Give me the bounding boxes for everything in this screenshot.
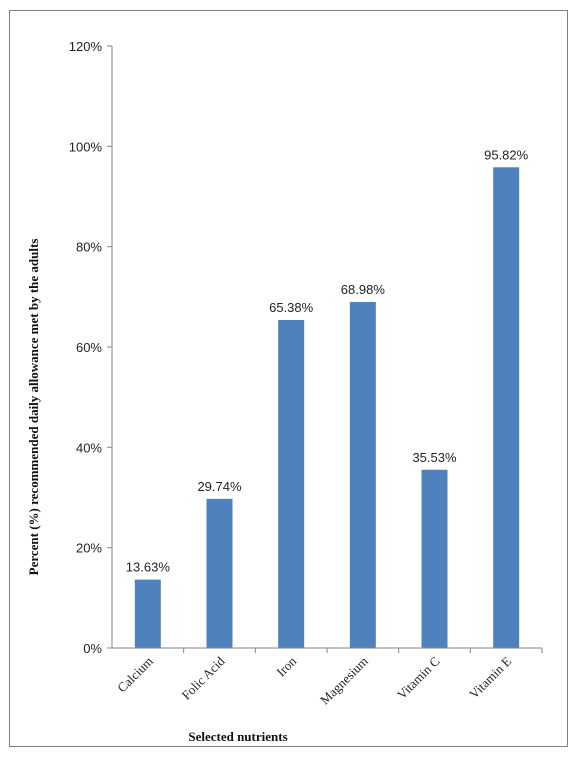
- bars: [134, 167, 520, 649]
- y-tick-label: 100%: [69, 139, 103, 154]
- category-label: Vitamin C: [394, 654, 443, 703]
- y-axis: 0% 20% 40% 60% 80% 100% 120%: [69, 39, 113, 656]
- data-label: 95.82%: [484, 147, 529, 162]
- category-label: Folic Acid: [178, 653, 228, 703]
- data-label: 65.38%: [269, 300, 314, 315]
- bar: [134, 579, 161, 648]
- data-label: 13.63%: [126, 560, 171, 575]
- y-tick-label: 0%: [83, 641, 102, 656]
- y-tick-label: 120%: [69, 39, 103, 54]
- category-label: Magnesium: [317, 654, 371, 708]
- bar: [421, 469, 448, 648]
- bar: [206, 498, 233, 648]
- data-label: 68.98%: [341, 282, 386, 297]
- bar: [278, 320, 305, 648]
- data-labels: 13.63% 29.74% 65.38% 68.98% 35.53% 95.82%: [126, 147, 529, 574]
- x-axis-title: Selected nutrients: [188, 729, 287, 744]
- y-tick-label: 60%: [76, 340, 102, 355]
- category-label: Calcium: [114, 654, 156, 696]
- data-label: 35.53%: [412, 450, 457, 465]
- x-axis: Calcium Folic Acid Iron Magnesium Vitamin C V…: [112, 647, 543, 708]
- y-axis-title: Percent (%) recommended daily allowance …: [26, 239, 41, 576]
- bar: [493, 167, 520, 649]
- category-label: Vitamin E: [466, 653, 514, 701]
- category-label: Iron: [273, 653, 299, 679]
- data-label: 29.74%: [197, 479, 242, 494]
- bar: [349, 301, 376, 648]
- y-tick-label: 40%: [76, 440, 102, 455]
- y-tick-label: 20%: [76, 541, 102, 556]
- y-tick-label: 80%: [76, 240, 102, 255]
